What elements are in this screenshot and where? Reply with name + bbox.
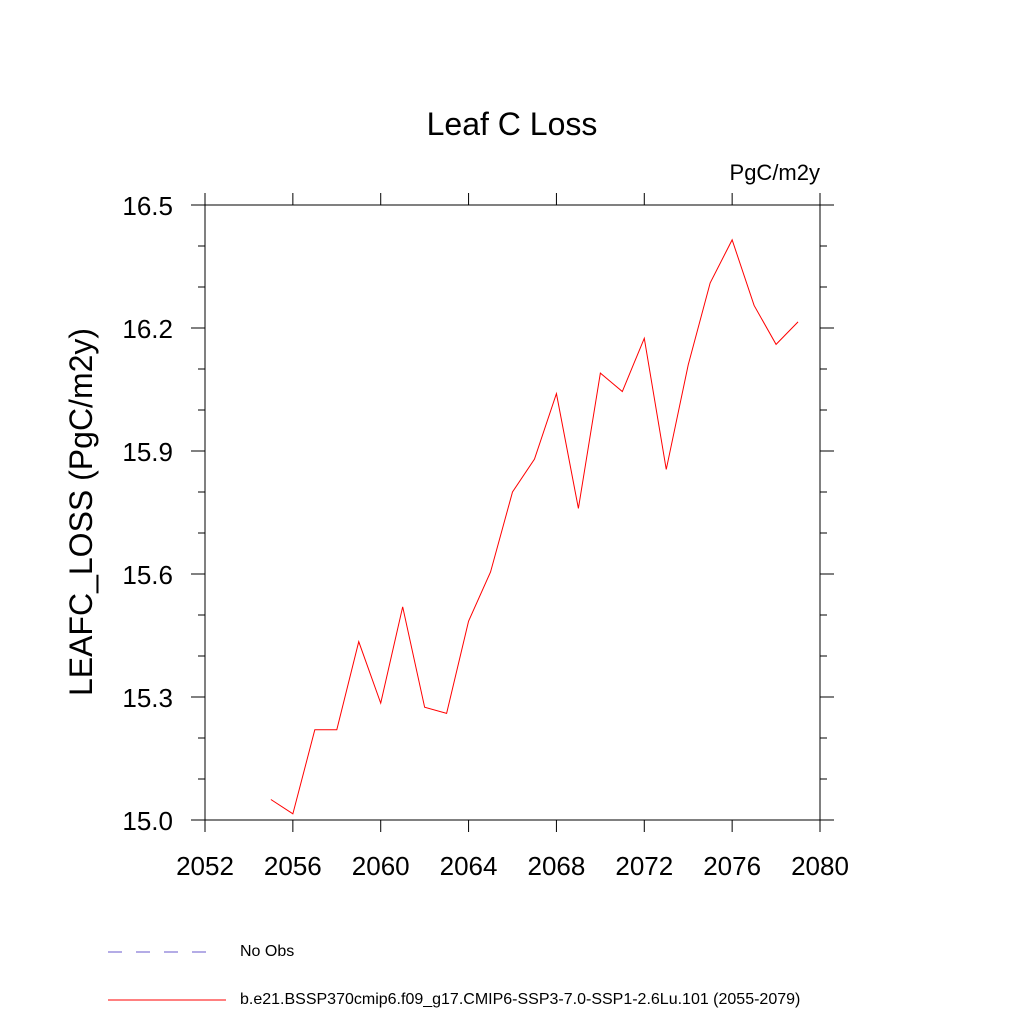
series-line xyxy=(270,238,799,815)
y-tick-label: 15.6 xyxy=(122,560,173,590)
y-tick-label: 15.0 xyxy=(122,806,173,836)
units-label: PgC/m2y xyxy=(730,160,820,185)
x-tick-label: 2064 xyxy=(440,851,498,881)
y-tick-label: 16.2 xyxy=(122,314,173,344)
chart-title: Leaf C Loss xyxy=(427,106,598,142)
y-axis-ticks: 15.0 15.3 15.6 15.9 16.2 16.5 xyxy=(122,191,834,836)
x-tick-label: 2056 xyxy=(264,851,322,881)
plot-frame xyxy=(204,204,821,821)
x-tick-label: 2072 xyxy=(615,851,673,881)
x-tick-label: 2080 xyxy=(791,851,849,881)
legend-label-no-obs: No Obs xyxy=(240,943,295,960)
y-tick-label: 15.3 xyxy=(122,683,173,713)
series-layer xyxy=(270,238,799,815)
legend-line-model xyxy=(108,999,226,1001)
x-axis-ticks: 2052 2056 2060 2064 2068 2072 2076 2080 xyxy=(176,193,849,881)
x-tick-label: 2076 xyxy=(703,851,761,881)
legend-line-no-obs xyxy=(108,951,218,953)
y-axis-title: LEAFC_LOSS (PgC/m2y) xyxy=(63,328,99,696)
y-tick-label: 16.5 xyxy=(122,191,173,221)
legend-label-model: b.e21.BSSP370cmip6.f09_g17.CMIP6-SSP3-7.… xyxy=(240,991,801,1008)
x-tick-label: 2060 xyxy=(352,851,410,881)
y-tick-label: 15.9 xyxy=(122,437,173,467)
x-tick-label: 2052 xyxy=(176,851,234,881)
x-tick-label: 2068 xyxy=(528,851,586,881)
